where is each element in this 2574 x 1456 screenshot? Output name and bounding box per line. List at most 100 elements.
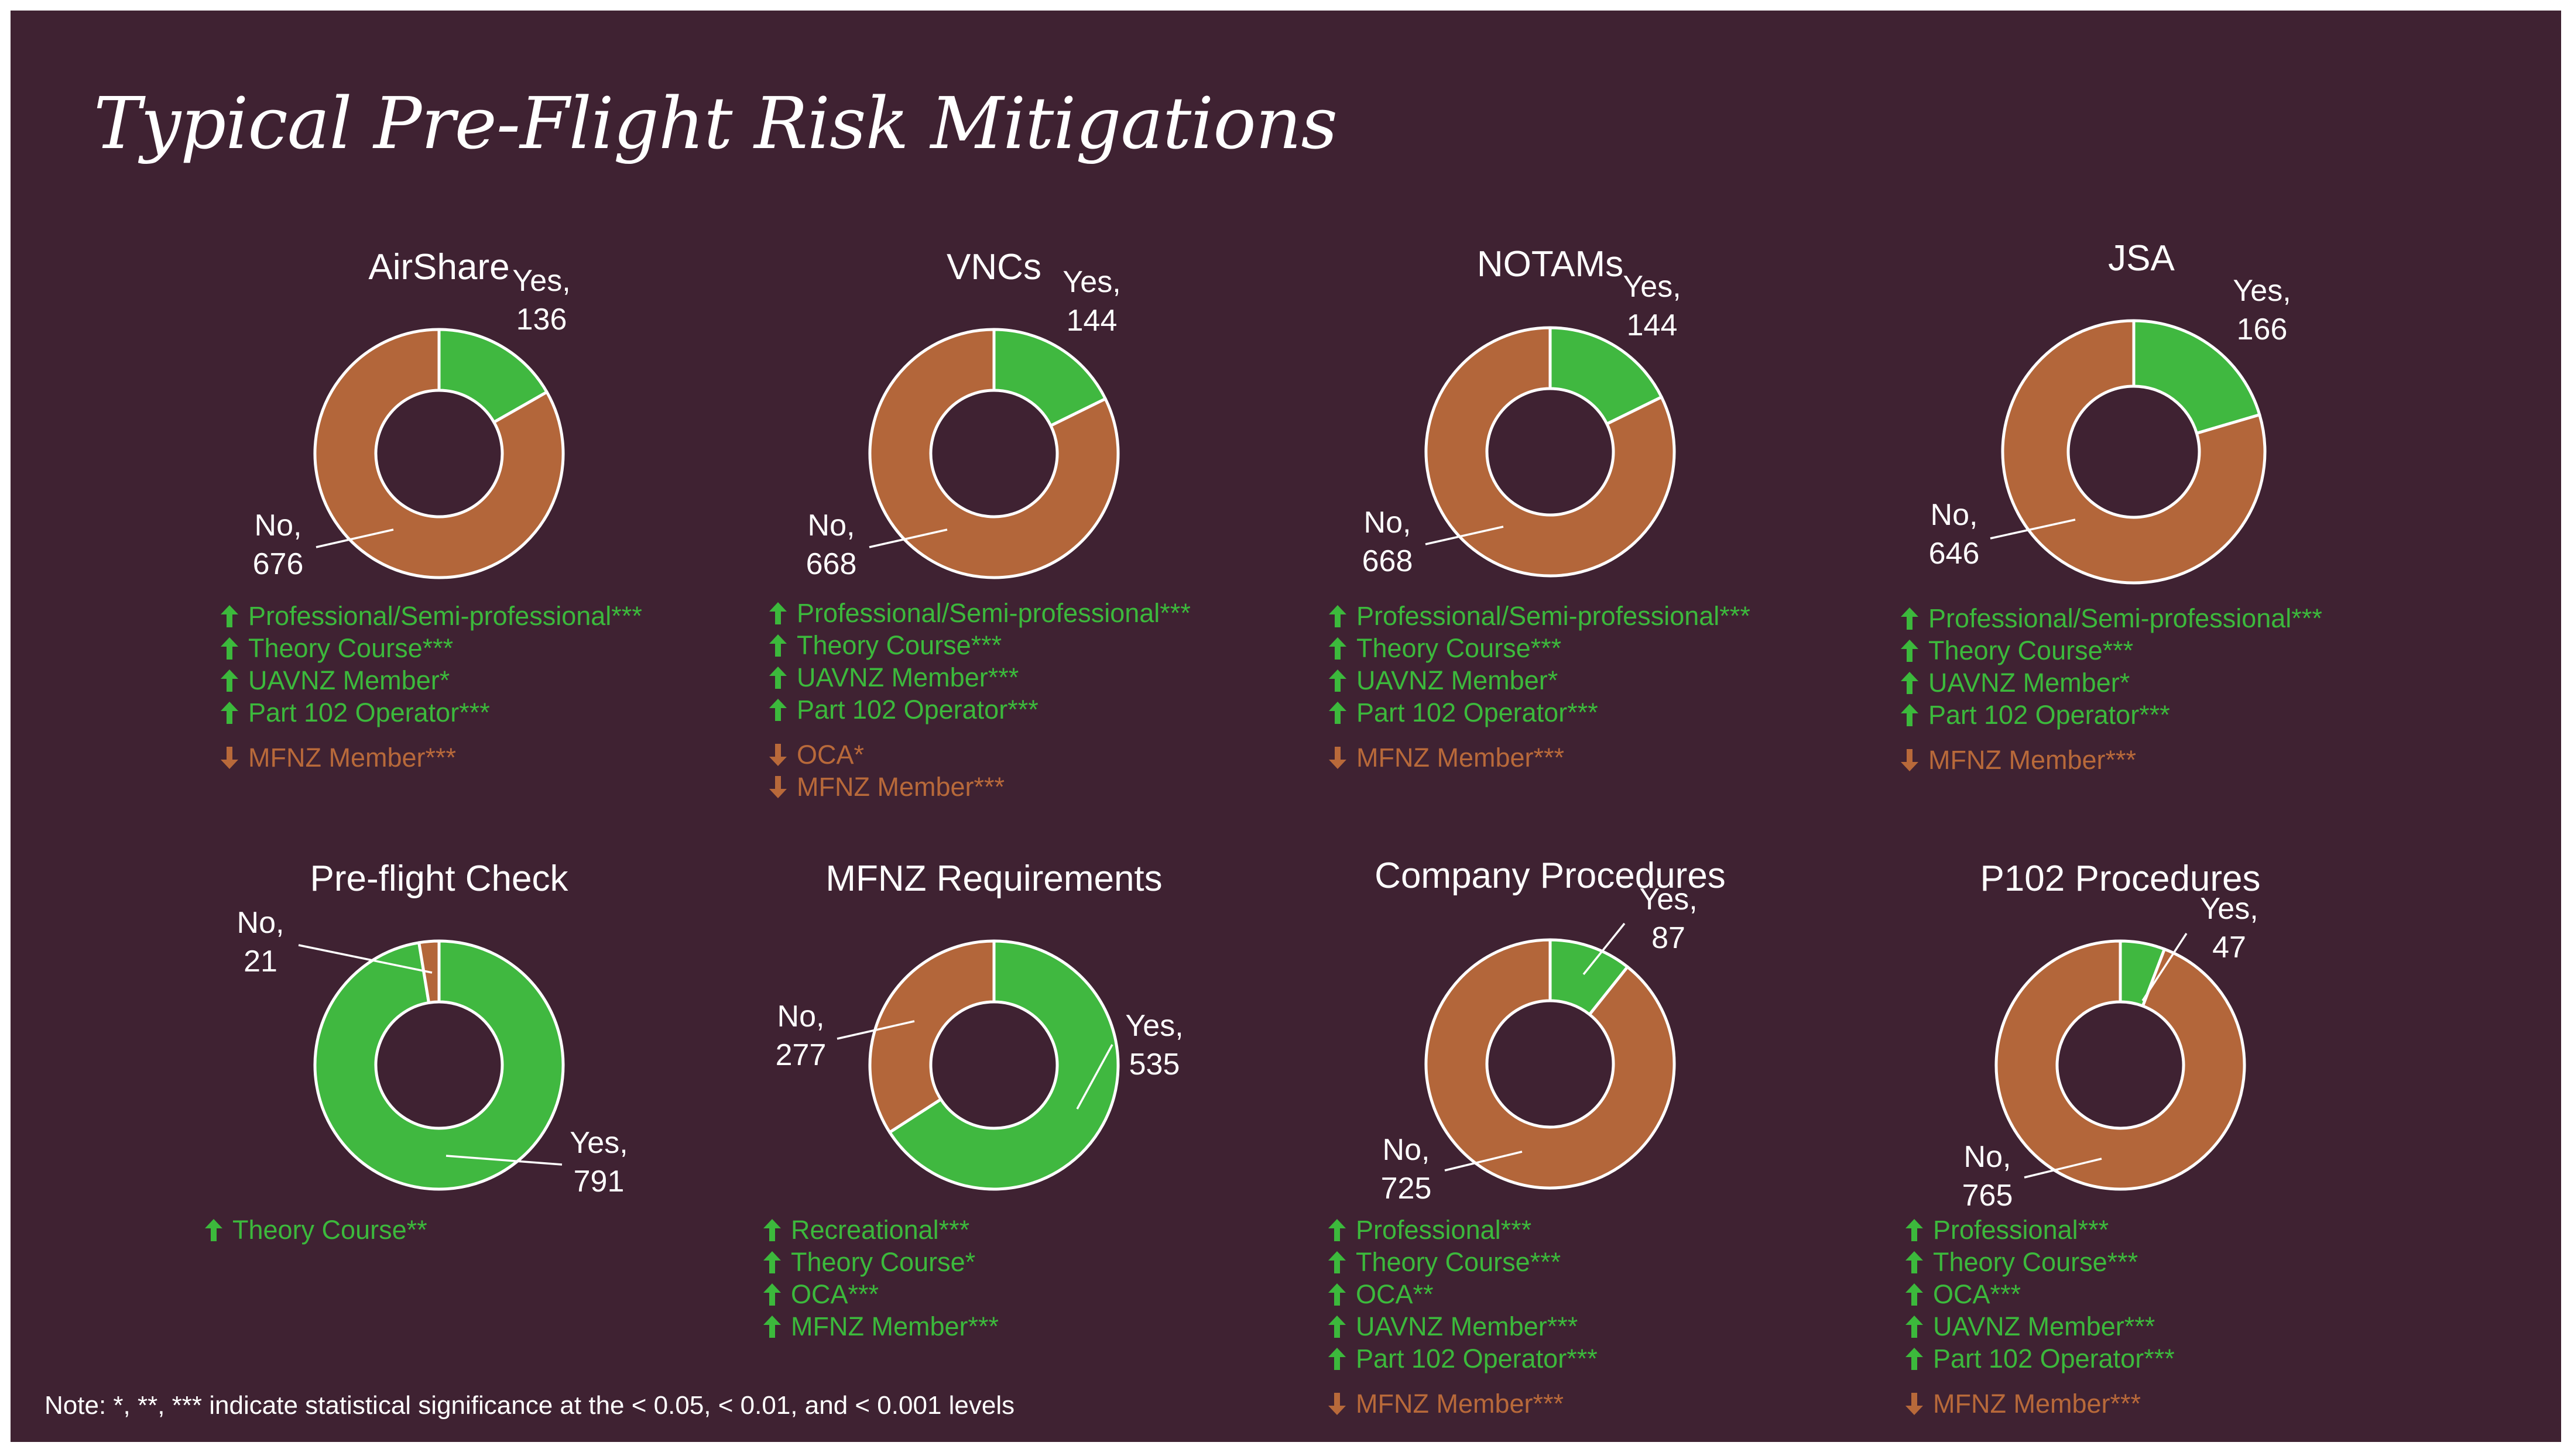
- yes-label: Yes,: [1639, 882, 1697, 916]
- no-value: 21: [244, 945, 277, 978]
- factor-label: MFNZ Member***: [248, 743, 456, 772]
- yes-value: 144: [1067, 304, 1118, 338]
- factor-label: MFNZ Member***: [1356, 1389, 1564, 1419]
- factor-label: Professional/Semi-professional***: [1356, 601, 1750, 631]
- chart-pre-flight-check: Pre-flight Check Yes, 791 No, 21 Theory Cours…: [205, 859, 628, 1245]
- factor-label: OCA***: [1933, 1279, 2021, 1309]
- yes-slice: [992, 328, 1107, 427]
- no-slice: [1994, 939, 2246, 1191]
- yes-label: Yes,: [570, 1126, 628, 1160]
- arrow-up-icon: [769, 634, 787, 657]
- arrow-up-icon: [1328, 1219, 1346, 1241]
- arrow-up-icon: [221, 605, 238, 627]
- arrow-up-icon: [1329, 669, 1346, 692]
- significance-note: Note: *, **, *** indicate statistical si…: [44, 1391, 1015, 1420]
- no-leader-line: [869, 528, 948, 548]
- arrow-up-icon: [1905, 1348, 1923, 1370]
- factor-label: Theory Course***: [1933, 1247, 2138, 1277]
- yes-leader-line: [1582, 922, 1626, 976]
- no-leader-line: [316, 528, 394, 548]
- yes-value: 535: [1129, 1048, 1180, 1081]
- yes-leader-line: [445, 1155, 563, 1166]
- arrow-up-icon: [763, 1251, 781, 1273]
- factor-label: OCA***: [791, 1279, 879, 1309]
- no-label: No,: [255, 509, 302, 542]
- arrow-down-icon: [1328, 1393, 1346, 1415]
- factor-label: MFNZ Member***: [1356, 743, 1564, 772]
- arrow-up-icon: [221, 702, 238, 724]
- factor-label: Professional/Semi-professional***: [1928, 603, 2322, 633]
- factor-label: Theory Course***: [1356, 1247, 1561, 1277]
- factor-label: Theory Course***: [1928, 636, 2133, 665]
- factor-label: Theory Course***: [797, 630, 1002, 660]
- arrow-up-icon: [763, 1283, 781, 1306]
- chart-title: MFNZ Requirements: [825, 859, 1162, 899]
- yes-label: Yes,: [2200, 892, 2258, 926]
- factor-label: UAVNZ Member***: [1356, 1311, 1578, 1341]
- factor-label: OCA*: [797, 740, 864, 770]
- no-leader-line: [298, 944, 433, 974]
- yes-value: 47: [2212, 930, 2246, 964]
- yes-leader-line: [1076, 1044, 1113, 1110]
- no-slice: [868, 939, 996, 1134]
- arrow-up-icon: [1329, 605, 1346, 627]
- arrow-up-icon: [1328, 1251, 1346, 1273]
- yes-value: 136: [516, 303, 567, 336]
- no-slice: [868, 328, 1120, 579]
- yes-label: Yes,: [512, 264, 570, 298]
- arrow-up-icon: [205, 1219, 222, 1241]
- no-label: No,: [808, 509, 855, 542]
- yes-value: 87: [1651, 921, 1685, 955]
- factor-label: MFNZ Member***: [1933, 1389, 2141, 1419]
- arrow-down-icon: [1901, 749, 1918, 771]
- chart-title: VNCs: [947, 247, 1041, 287]
- no-label: No,: [1383, 1133, 1430, 1167]
- arrow-up-icon: [1905, 1316, 1923, 1338]
- factor-label: Part 102 Operator***: [1928, 700, 2170, 730]
- yes-label: Yes,: [1623, 270, 1681, 304]
- page-title: Typical Pre-Flight Risk Mitigations: [94, 82, 1338, 165]
- factor-label: Professional***: [1933, 1215, 2109, 1245]
- no-label: No,: [1931, 498, 1978, 532]
- arrow-down-icon: [1905, 1393, 1923, 1415]
- arrow-up-icon: [1901, 640, 1918, 662]
- yes-slice: [313, 939, 565, 1191]
- chart-title: JSA: [2108, 238, 2175, 279]
- yes-label: Yes,: [1125, 1009, 1183, 1043]
- factor-label: MFNZ Member***: [1928, 745, 2136, 775]
- factor-label: Part 102 Operator***: [1933, 1344, 2175, 1373]
- no-value: 668: [806, 547, 857, 581]
- arrow-up-icon: [1328, 1316, 1346, 1338]
- factor-label: UAVNZ Member***: [797, 662, 1019, 692]
- factor-label: UAVNZ Member***: [1933, 1311, 2155, 1341]
- no-value: 277: [776, 1038, 827, 1072]
- arrow-up-icon: [221, 637, 238, 660]
- no-slice: [1424, 938, 1676, 1190]
- arrow-up-icon: [763, 1219, 781, 1241]
- yes-value: 791: [574, 1165, 625, 1199]
- arrow-up-icon: [1901, 672, 1918, 694]
- arrow-up-icon: [763, 1316, 781, 1338]
- no-value: 676: [253, 547, 304, 581]
- no-leader-line: [837, 1020, 915, 1040]
- factor-label: OCA**: [1356, 1279, 1434, 1309]
- arrow-up-icon: [769, 667, 787, 689]
- factor-label: Part 102 Operator***: [797, 695, 1038, 724]
- factor-label: UAVNZ Member*: [248, 665, 450, 695]
- yes-value: 144: [1627, 308, 1678, 342]
- no-slice: [313, 328, 565, 579]
- chart-title: Company Procedures: [1375, 856, 1726, 896]
- no-leader-line: [1425, 526, 1504, 545]
- factor-label: Part 102 Operator***: [248, 698, 490, 727]
- factor-label: Theory Course**: [232, 1215, 427, 1245]
- factor-label: MFNZ Member***: [791, 1311, 999, 1341]
- slide-background: [11, 11, 2561, 1442]
- yes-slice: [437, 328, 549, 424]
- factor-label: UAVNZ Member*: [1928, 668, 2130, 698]
- factor-label: Part 102 Operator***: [1356, 698, 1598, 727]
- no-slice: [2001, 319, 2267, 585]
